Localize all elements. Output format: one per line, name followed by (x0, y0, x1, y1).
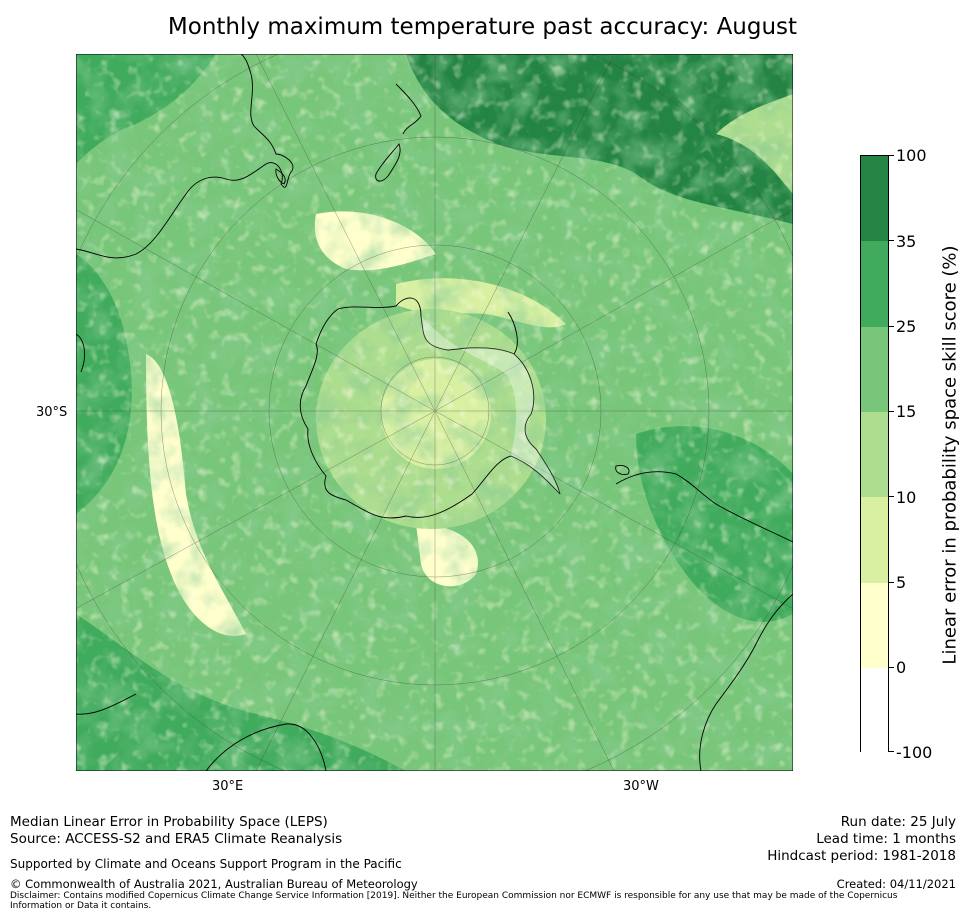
footer-hindcast: Hindcast period: 1981-2018 (767, 848, 956, 864)
colorbar-seg-10-15 (861, 412, 888, 497)
skill-score-map (76, 54, 793, 771)
footer-created: Created: 04/11/2021 (836, 877, 956, 891)
colorbar-tick (889, 326, 894, 327)
footer-lead-time: Lead time: 1 months (816, 831, 956, 847)
new-zealand-south (375, 143, 401, 182)
colorbar-tick (889, 751, 894, 752)
lon-label-30w: 30°W (623, 779, 659, 794)
footer-copyright: © Commonwealth of Australia 2021, Austra… (10, 877, 418, 891)
antarctic-peninsula (507, 311, 518, 355)
south-america-east (699, 593, 793, 771)
colorbar-seg-5-10 (861, 497, 888, 583)
colorbar-label: 35 (896, 232, 917, 251)
africa-south (205, 723, 327, 771)
footer-right: Run date: 25 July Lead time: 1 months Hi… (767, 814, 956, 865)
south-america-coast (615, 471, 793, 543)
colorbar-label: 25 (896, 317, 917, 336)
ice-shelf (421, 316, 560, 494)
colorbar-seg-neg100-0 (861, 668, 888, 753)
colorbar-seg-35-100 (861, 156, 888, 241)
tasmania (275, 168, 286, 185)
footer-left: Median Linear Error in Probability Space… (10, 814, 342, 848)
colorbar-tick (889, 240, 894, 241)
australia-coast (76, 54, 294, 259)
antarctica-coast (299, 297, 561, 519)
colorbar (860, 155, 889, 753)
footer-disclaimer: Disclaimer: Contains modified Copernicus… (10, 891, 898, 911)
graticule (76, 54, 793, 771)
colorbar-label: -100 (896, 743, 933, 762)
colorbar-label: 10 (896, 488, 917, 507)
colorbar-label: 15 (896, 402, 917, 421)
colorbar-title: Linear error in probability space skill … (939, 245, 961, 665)
falklands (615, 465, 630, 475)
colorbar-tick (889, 411, 894, 412)
coastlines (76, 54, 793, 771)
footer-supported: Supported by Climate and Oceans Support … (10, 857, 402, 871)
colorbar-seg-0-5 (861, 583, 888, 668)
footer-source: Source: ACCESS-S2 and ERA5 Climate Reana… (10, 831, 343, 847)
colorbar-seg-25-35 (861, 241, 888, 327)
map-canvas (76, 54, 793, 771)
colorbar-tick (889, 496, 894, 497)
colorbar-label: 5 (896, 573, 907, 592)
new-zealand-north (395, 83, 422, 135)
colorbar-tick (889, 582, 894, 583)
lon-label-30e: 30°E (212, 779, 244, 794)
colorbar-seg-15-25 (861, 327, 888, 412)
madagascar (76, 333, 86, 373)
footer-method: Median Linear Error in Probability Space… (10, 814, 328, 830)
colorbar-tick (889, 155, 894, 156)
colorbar-tick (889, 667, 894, 668)
colorbar-label: 100 (896, 146, 927, 165)
colorbar-label: 0 (896, 658, 907, 677)
africa-tip (76, 693, 137, 715)
footer-run-date: Run date: 25 July (840, 814, 956, 830)
map-title: Monthly maximum temperature past accurac… (167, 14, 798, 40)
lat-label-30s: 30°S (36, 405, 68, 420)
